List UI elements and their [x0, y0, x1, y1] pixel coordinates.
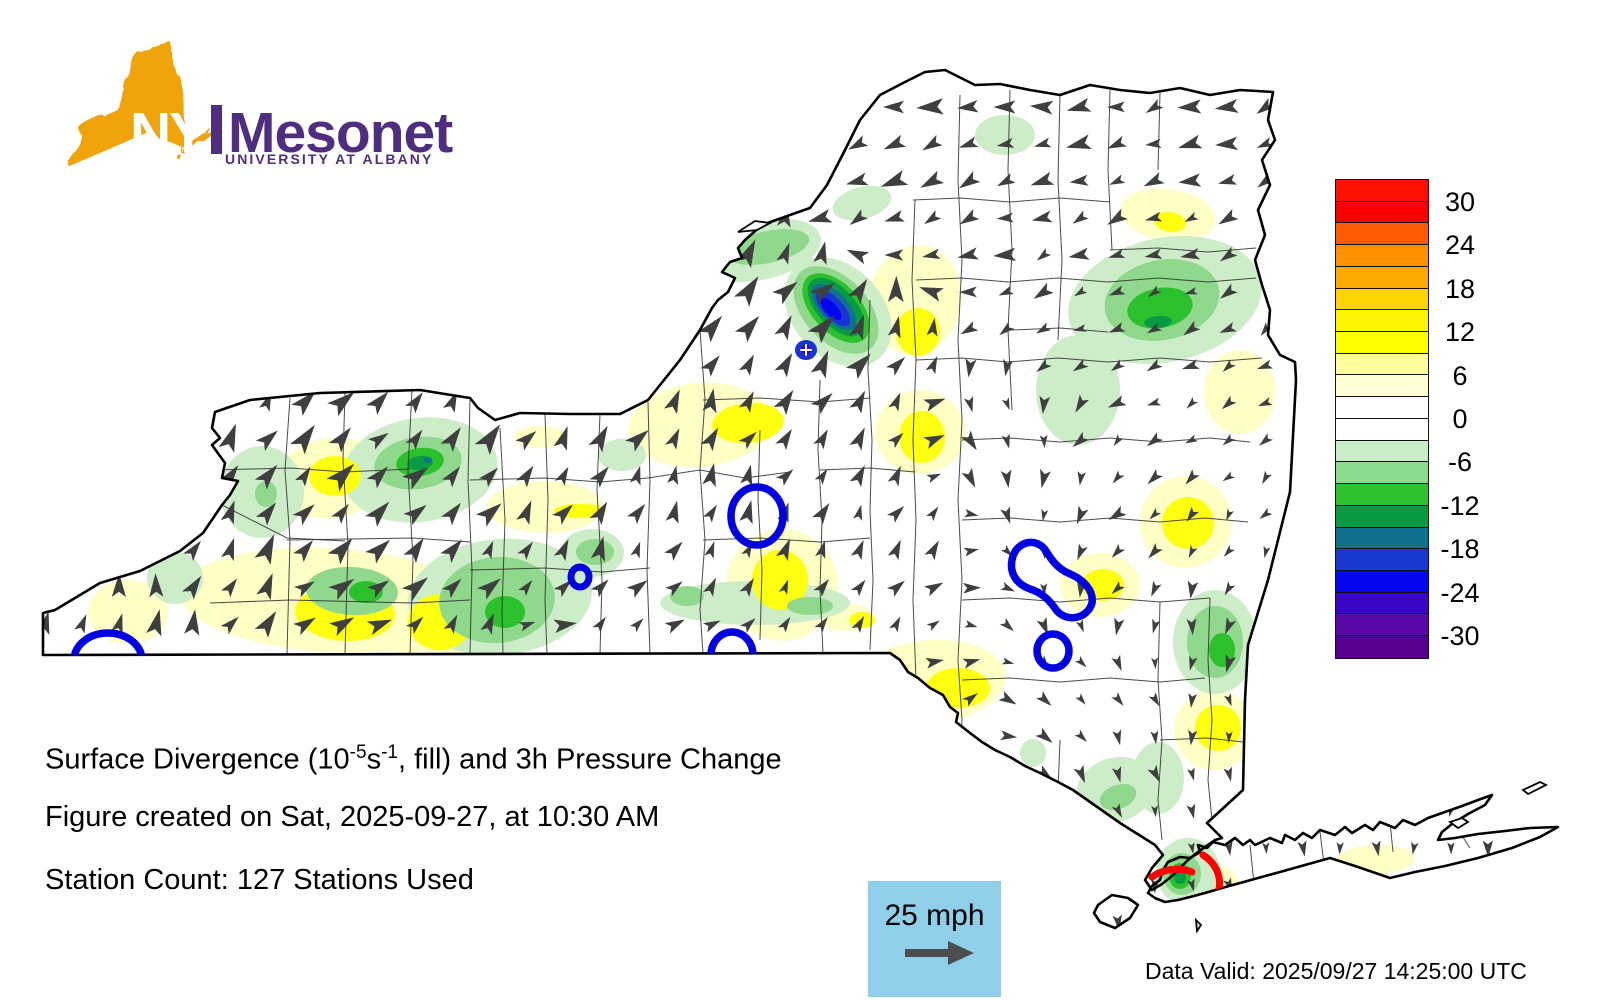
colorbar-segment: [1336, 180, 1428, 202]
colorbar-segment: [1336, 527, 1428, 550]
colorbar-segment: [1336, 440, 1428, 463]
colorbar-tick-label: -6: [1447, 447, 1472, 478]
colorbar-tick-label: 24: [1444, 230, 1476, 261]
logo-nys-text: NYS: [130, 101, 243, 165]
nys-mesonet-logo: NYS Mesonet UNIVERSITY AT ALBANY: [48, 12, 453, 212]
colorbar-segment: [1336, 375, 1428, 398]
colorbar-segment: [1336, 636, 1428, 658]
logo-divider: [211, 105, 222, 154]
colorbar-segment: [1336, 484, 1428, 506]
wind-arrows-layer: [43, 97, 1494, 928]
colorbar-segment: [1336, 397, 1428, 419]
colorbar-segment: [1336, 418, 1428, 441]
colorbar-tick-label: 18: [1444, 273, 1476, 304]
colorbar-tick-label: -30: [1440, 621, 1480, 652]
figure-title: Surface Divergence (10-5s-1, fill) and 3…: [45, 742, 782, 776]
colorbar-tick-label: 12: [1444, 317, 1476, 348]
colorbar-tick-label: -12: [1440, 490, 1480, 521]
colorbar-segment: [1336, 310, 1428, 333]
colorbar-tick-label: 6: [1452, 360, 1468, 391]
logo-tagline: UNIVERSITY AT ALBANY: [225, 151, 434, 167]
colorbar-segment: [1336, 223, 1428, 246]
colorbar-segment: [1336, 288, 1428, 311]
colorbar-tick-label: 30: [1444, 186, 1476, 217]
colorbar-segment: [1336, 332, 1428, 354]
colorbar-segment: [1336, 614, 1428, 637]
colorbar-tick-label: -24: [1440, 577, 1480, 608]
data-valid-timestamp: Data Valid: 2025/09/27 14:25:00 UTC: [1145, 958, 1527, 984]
colorbar-segment: [1336, 549, 1428, 571]
colorbar-segment: [1336, 353, 1428, 376]
station-count-line: Station Count: 127 Stations Used: [45, 864, 474, 896]
wind-speed-legend: 25 mph: [868, 881, 1001, 997]
colorbar-segment: [1336, 592, 1428, 615]
wind-speed-label: 25 mph: [884, 899, 985, 932]
colorbar-tick-label: 0: [1452, 404, 1468, 435]
colorbar-segment: [1336, 245, 1428, 267]
figure-created-line: Figure created on Sat, 2025-09-27, at 10…: [45, 801, 660, 833]
colorbar-segment: [1336, 462, 1428, 485]
colorbar-segment: [1336, 201, 1428, 224]
colorbar-segment: [1336, 570, 1428, 593]
state-border-layer: [41, 68, 1560, 934]
colorbar-segment: [1336, 505, 1428, 528]
colorbar-segment: [1336, 266, 1428, 289]
colorbar: [1335, 179, 1429, 659]
reference-wind-arrow-icon: [904, 941, 974, 965]
colorbar-tick-label: -18: [1440, 534, 1480, 565]
logo-mesonet-text: Mesonet: [228, 101, 453, 165]
